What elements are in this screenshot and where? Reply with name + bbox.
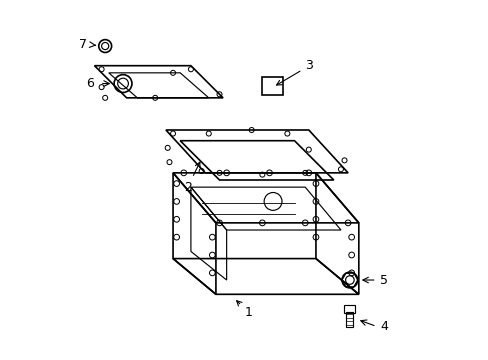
Text: 6: 6 bbox=[86, 77, 94, 90]
Text: 2: 2 bbox=[183, 162, 200, 194]
Text: 7: 7 bbox=[79, 38, 87, 51]
Text: 5: 5 bbox=[380, 274, 387, 287]
Text: 1: 1 bbox=[236, 301, 252, 319]
Text: 4: 4 bbox=[380, 320, 387, 333]
Text: 3: 3 bbox=[276, 59, 312, 85]
